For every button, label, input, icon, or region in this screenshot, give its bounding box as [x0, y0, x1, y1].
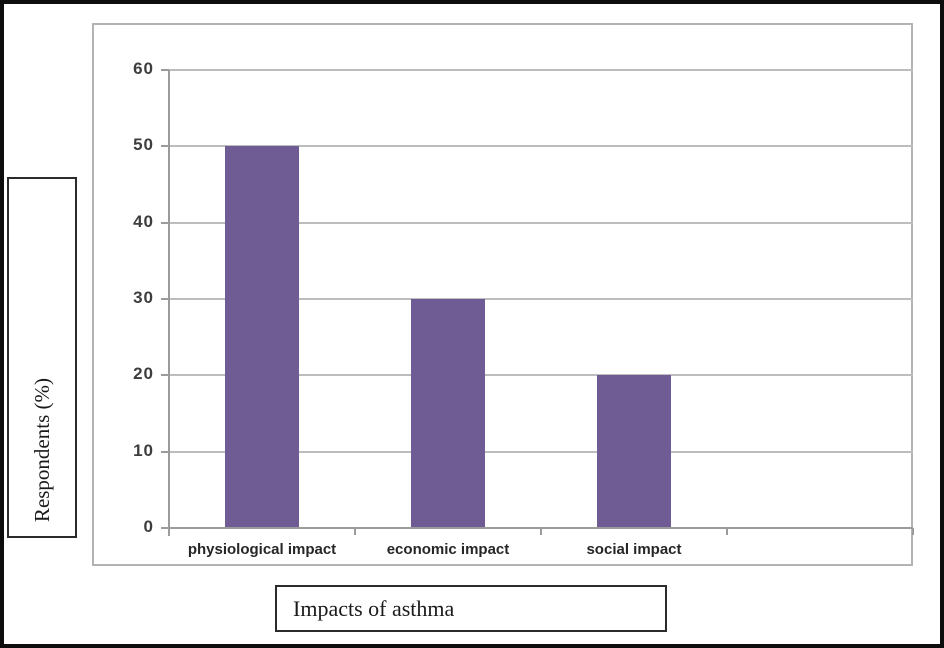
x-tick — [354, 528, 356, 535]
gridline — [169, 221, 913, 224]
y-tick — [161, 450, 169, 453]
y-tick — [161, 374, 169, 377]
x-axis-title-box: Impacts of asthma — [275, 585, 667, 632]
x-tick — [726, 528, 728, 535]
y-tick-label: 50 — [133, 135, 154, 155]
labels-layer: 0 10 20 30 40 50 60 physiological impact economi… — [4, 4, 940, 644]
y-tick — [161, 221, 169, 224]
gridline — [169, 374, 913, 377]
bars-layer — [4, 4, 940, 644]
y-axis-line — [168, 70, 170, 536]
gridline — [169, 450, 913, 453]
x-category-label: economic impact — [386, 541, 510, 558]
y-tick-label: 40 — [133, 211, 154, 231]
y-axis-title-box: Respondents (%) — [7, 177, 77, 538]
y-tick-label: 30 — [133, 288, 154, 307]
gridline — [169, 69, 913, 71]
x-category-label: social impact — [586, 541, 682, 558]
gridline — [169, 298, 913, 300]
gridlines-layer — [4, 4, 940, 644]
y-tick — [161, 145, 169, 148]
y-tick-label: 10 — [133, 440, 154, 460]
gridline — [169, 145, 913, 148]
bar-social-impact — [597, 375, 671, 527]
x-tick — [912, 528, 914, 535]
x-category-label: physiological impact — [187, 541, 337, 558]
y-tick-label: 0 — [143, 517, 154, 536]
y-axis-title: Respondents (%) — [29, 377, 54, 522]
y-tick-label: 20 — [133, 364, 154, 384]
x-axis-title: Impacts of asthma — [293, 595, 455, 621]
bar-physiological-impact — [225, 146, 299, 527]
y-tick-label: 60 — [133, 59, 154, 78]
y-tick — [161, 527, 169, 529]
bar-economic-impact — [411, 299, 485, 527]
y-tick — [161, 298, 169, 300]
axes-layer — [4, 4, 940, 644]
y-tick — [161, 69, 169, 71]
x-tick — [540, 528, 542, 535]
